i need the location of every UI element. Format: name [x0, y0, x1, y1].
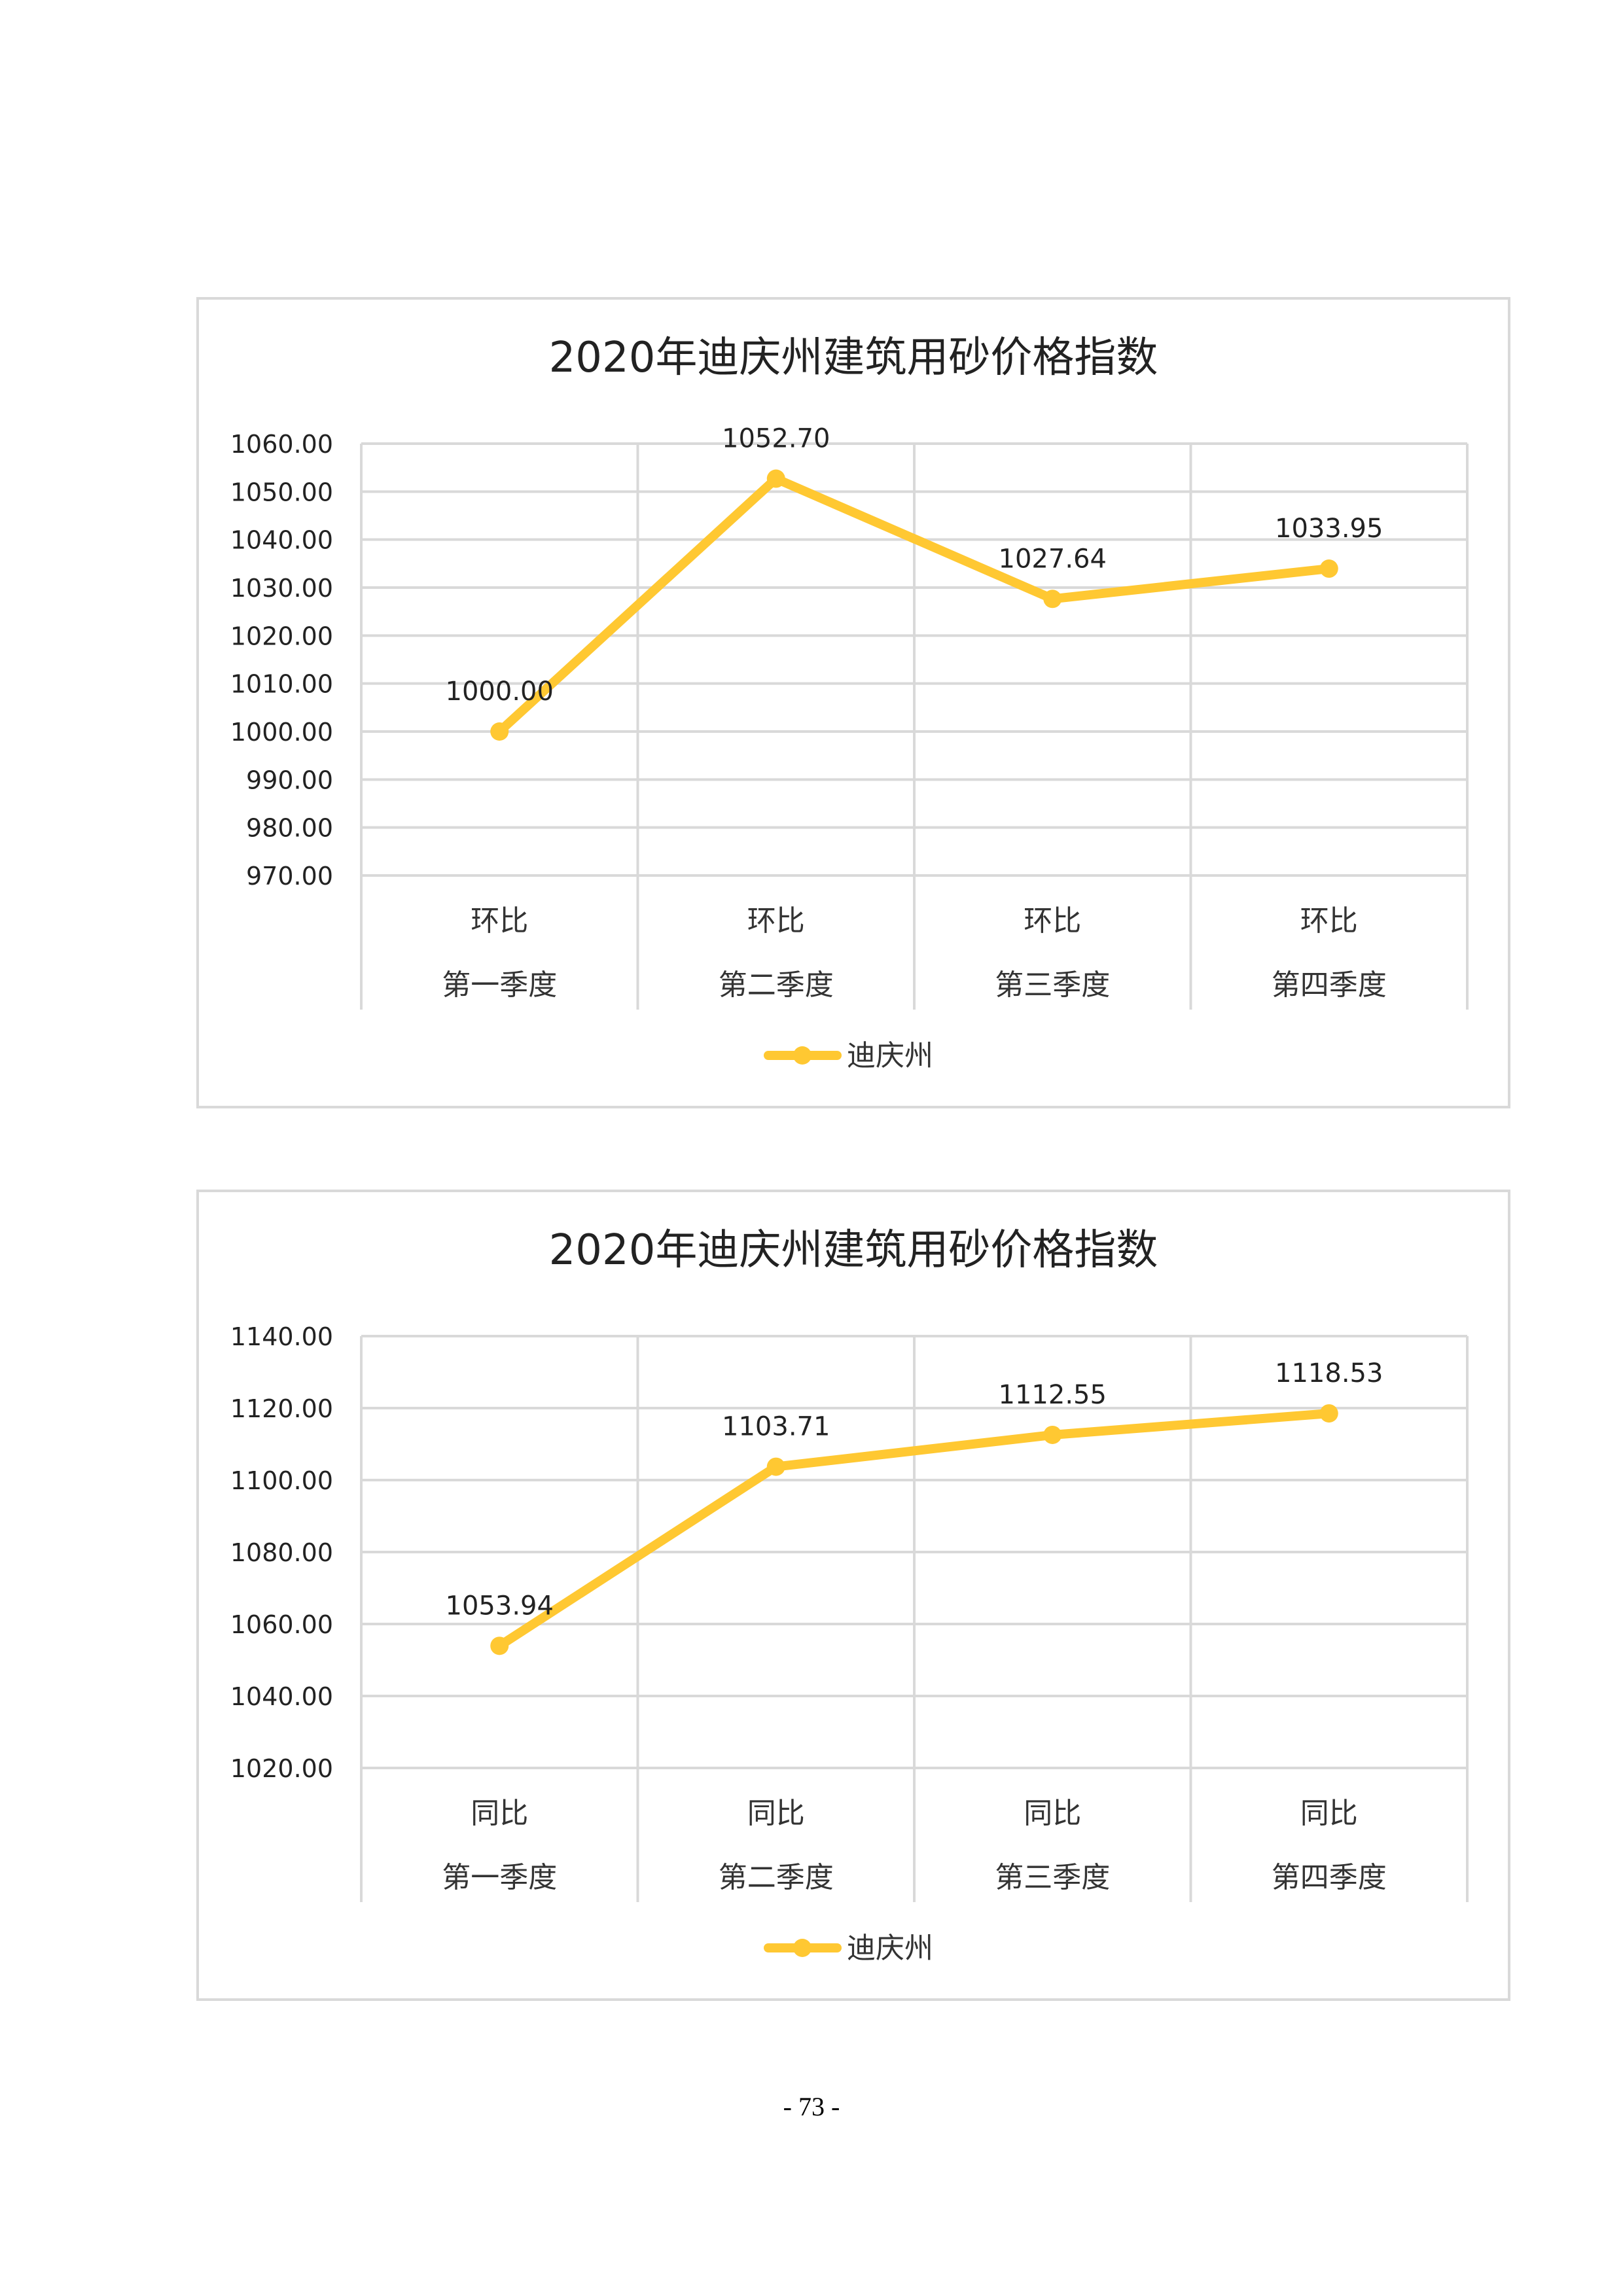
data-point [1319, 559, 1338, 578]
line-chart-2: 2020年迪庆州建筑用砂价格指数 1020.00 1040.00 1060.00 108… [230, 1226, 1469, 1965]
legend: 迪庆州 [764, 1932, 933, 1965]
y-tick-label: 1010.00 [230, 670, 333, 699]
legend-marker-icon [793, 1046, 812, 1065]
data-label: 1027.64 [999, 544, 1107, 574]
data-label: 1000.00 [446, 677, 554, 707]
y-tick-label: 980.00 [246, 814, 333, 843]
data-label: 1112.55 [999, 1380, 1107, 1410]
y-tick-label: 1120.00 [230, 1394, 333, 1423]
y-tick-label: 970.00 [246, 862, 333, 891]
y-tick-label: 1020.00 [230, 622, 333, 650]
x-tick-label: 同比 [1024, 1797, 1081, 1830]
data-label: 1053.94 [446, 1591, 554, 1621]
y-tick-label: 990.00 [246, 766, 333, 794]
chart-title: 2020年迪庆州建筑用砂价格指数 [549, 334, 1158, 382]
x-tick-label: 环比 [747, 904, 805, 938]
series-line [495, 1409, 1334, 1651]
y-tick-label: 1020.00 [230, 1754, 333, 1783]
data-point [490, 1636, 509, 1655]
data-point [766, 469, 785, 488]
y-tick-label: 1030.00 [230, 574, 333, 603]
legend: 迪庆州 [764, 1039, 933, 1072]
data-point [1043, 590, 1062, 609]
x-tick-sublabel: 第一季度 [442, 1861, 557, 1894]
legend-marker-icon [793, 1939, 812, 1957]
data-point [766, 1457, 785, 1476]
data-label: 1118.53 [1275, 1358, 1383, 1388]
legend-label: 迪庆州 [847, 1932, 933, 1965]
y-tick-label: 1060.00 [230, 430, 333, 459]
legend-label: 迪庆州 [847, 1039, 933, 1072]
chart-title: 2020年迪庆州建筑用砂价格指数 [549, 1226, 1158, 1275]
data-label: 1052.70 [722, 424, 830, 454]
x-tick-sublabel: 第一季度 [442, 968, 557, 1002]
x-tick-label: 环比 [1300, 904, 1358, 938]
data-point [1043, 1425, 1062, 1444]
x-tick-sublabel: 第二季度 [719, 1861, 834, 1894]
data-point [490, 722, 509, 741]
data-label: 1103.71 [722, 1412, 830, 1442]
x-tick-sublabel: 第二季度 [719, 968, 834, 1002]
page-number: - 73 - [783, 2092, 840, 2121]
x-tick-label: 环比 [471, 904, 528, 938]
x-tick-label: 环比 [1024, 904, 1081, 938]
data-point [1319, 1404, 1338, 1423]
chart-container-2: 2020年迪庆州建筑用砂价格指数 1020.00 1040.00 1060.00 108… [196, 1190, 1510, 2001]
y-tick-label: 1040.00 [230, 526, 333, 555]
y-tick-label: 1080.00 [230, 1538, 333, 1567]
line-chart-1: 2020年迪庆州建筑用砂价格指数 970.00 980.00 990.00 1000.0… [230, 334, 1469, 1072]
x-tick-sublabel: 第四季度 [1272, 1861, 1387, 1894]
x-tick-sublabel: 第四季度 [1272, 968, 1387, 1002]
y-tick-label: 1060.00 [230, 1610, 333, 1639]
x-tick-label: 同比 [747, 1797, 805, 1830]
series-line [495, 474, 1334, 736]
y-tick-label: 1100.00 [230, 1466, 333, 1495]
x-tick-label: 同比 [1300, 1797, 1358, 1830]
y-tick-label: 1000.00 [230, 718, 333, 747]
y-tick-label: 1040.00 [230, 1682, 333, 1711]
chart-container-1: 2020年迪庆州建筑用砂价格指数 970.00 980.00 990.00 1000.0… [196, 297, 1510, 1108]
x-tick-label: 同比 [471, 1797, 528, 1830]
y-tick-label: 1050.00 [230, 478, 333, 506]
x-tick-sublabel: 第三季度 [995, 1861, 1110, 1894]
data-label: 1033.95 [1275, 514, 1383, 544]
x-tick-sublabel: 第三季度 [995, 968, 1110, 1002]
y-tick-label: 1140.00 [230, 1322, 333, 1351]
